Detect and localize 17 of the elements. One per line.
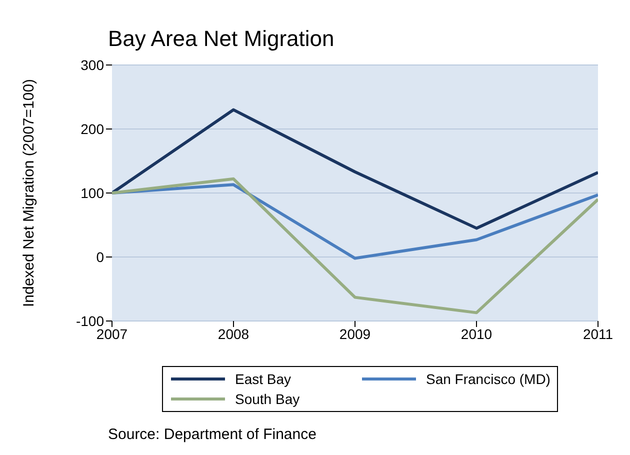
y-tick-label: 200 (80, 120, 104, 137)
y-tick-label: 100 (80, 184, 104, 201)
x-tick-label: 2008 (218, 326, 250, 342)
source-note: Source: Department of Finance (108, 426, 316, 443)
line-series (112, 177, 598, 314)
x-tick-label: 2009 (339, 326, 371, 342)
y-tick-label: 0 (96, 248, 104, 265)
line-series (112, 183, 598, 260)
chart-title: Bay Area Net Migration (108, 26, 334, 52)
y-tick-label: 300 (80, 56, 104, 73)
legend-label: East Bay (235, 371, 292, 387)
legend-label: South Bay (235, 391, 300, 407)
y-axis-title: Indexed Net Migration (2007=100) (20, 78, 38, 308)
x-tick-label: 2010 (460, 326, 492, 342)
legend-label: San Francisco (MD) (426, 371, 550, 387)
line-series (112, 108, 598, 230)
x-tick-label: 2011 (582, 326, 614, 342)
